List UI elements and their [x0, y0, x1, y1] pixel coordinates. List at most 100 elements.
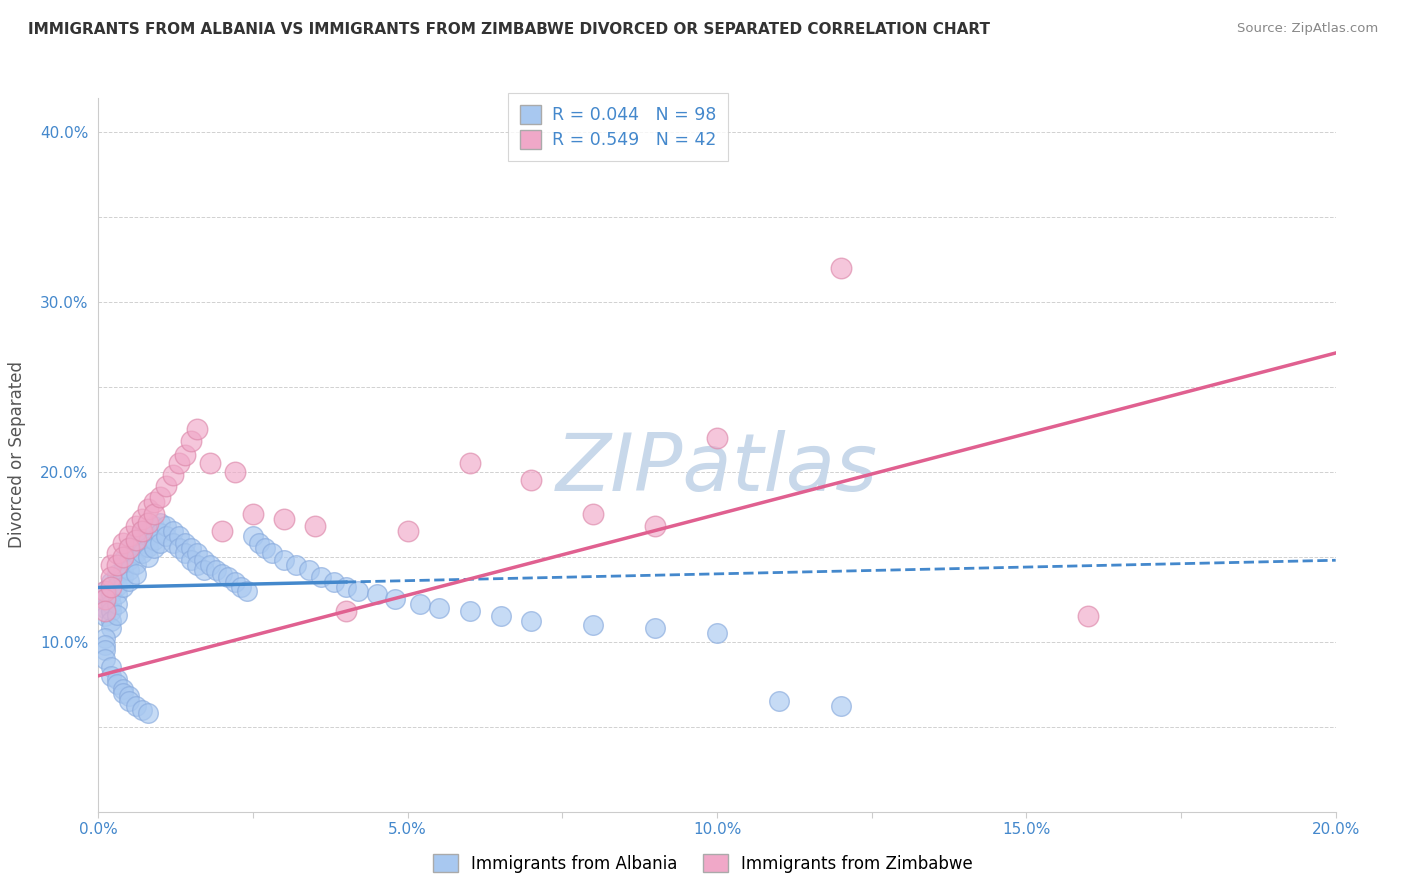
Point	[100, 575, 122, 590]
Point	[112, 686, 135, 700]
Point	[236, 583, 259, 598]
Point	[304, 519, 326, 533]
Point	[93, 583, 115, 598]
Point	[93, 600, 115, 615]
Point	[100, 660, 122, 674]
Point	[105, 579, 128, 593]
Legend: Immigrants from Albania, Immigrants from Zimbabwe: Immigrants from Albania, Immigrants from…	[426, 847, 980, 880]
Point	[93, 604, 115, 618]
Point	[100, 621, 122, 635]
Point	[162, 536, 184, 550]
Point	[112, 570, 135, 584]
Point	[254, 541, 277, 556]
Point	[100, 604, 122, 618]
Text: Source: ZipAtlas.com: Source: ZipAtlas.com	[1237, 22, 1378, 36]
Point	[131, 536, 153, 550]
Point	[309, 570, 332, 584]
Legend: R = 0.044   N = 98, R = 0.549   N = 42: R = 0.044 N = 98, R = 0.549 N = 42	[508, 93, 728, 161]
Point	[260, 546, 283, 560]
Point	[273, 553, 295, 567]
Point	[124, 546, 146, 560]
Point	[211, 524, 233, 539]
Point	[105, 558, 128, 573]
Point	[149, 491, 172, 505]
Point	[198, 457, 221, 471]
Point	[335, 604, 357, 618]
Point	[118, 529, 141, 543]
Point	[100, 581, 122, 595]
Point	[180, 553, 202, 567]
Point	[322, 575, 344, 590]
Point	[706, 431, 728, 445]
Point	[93, 609, 115, 624]
Point	[167, 541, 190, 556]
Point	[131, 524, 153, 539]
Point	[384, 592, 406, 607]
Point	[112, 564, 135, 578]
Point	[174, 448, 197, 462]
Point	[118, 689, 141, 703]
Point	[1077, 609, 1099, 624]
Point	[112, 553, 135, 567]
Point	[105, 672, 128, 686]
Point	[100, 558, 122, 573]
Point	[396, 524, 419, 539]
Y-axis label: Divorced or Separated: Divorced or Separated	[8, 361, 27, 549]
Point	[193, 564, 215, 578]
Point	[149, 536, 172, 550]
Point	[136, 529, 159, 543]
Point	[768, 694, 790, 708]
Point	[100, 669, 122, 683]
Point	[644, 519, 666, 533]
Point	[247, 536, 270, 550]
Text: IMMIGRANTS FROM ALBANIA VS IMMIGRANTS FROM ZIMBABWE DIVORCED OR SEPARATED CORREL: IMMIGRANTS FROM ALBANIA VS IMMIGRANTS FR…	[28, 22, 990, 37]
Point	[830, 260, 852, 275]
Point	[217, 570, 239, 584]
Point	[93, 592, 115, 607]
Point	[180, 541, 202, 556]
Point	[644, 621, 666, 635]
Point	[118, 553, 141, 567]
Point	[105, 607, 128, 622]
Point	[211, 566, 233, 581]
Point	[118, 564, 141, 578]
Point	[174, 536, 197, 550]
Point	[112, 581, 135, 595]
Point	[143, 541, 166, 556]
Point	[162, 524, 184, 539]
Point	[131, 703, 153, 717]
Point	[105, 546, 128, 560]
Point	[112, 682, 135, 697]
Point	[298, 564, 321, 578]
Point	[229, 581, 252, 595]
Point	[167, 457, 190, 471]
Point	[458, 604, 481, 618]
Point	[489, 609, 512, 624]
Point	[155, 519, 177, 533]
Point	[93, 652, 115, 666]
Point	[186, 558, 208, 573]
Point	[105, 587, 128, 601]
Point	[143, 495, 166, 509]
Point	[830, 699, 852, 714]
Point	[93, 632, 115, 646]
Point	[427, 600, 450, 615]
Point	[520, 474, 543, 488]
Point	[131, 546, 153, 560]
Point	[93, 638, 115, 652]
Point	[409, 598, 432, 612]
Point	[118, 574, 141, 588]
Text: ZIPatlas: ZIPatlas	[555, 430, 879, 508]
Point	[706, 626, 728, 640]
Point	[242, 529, 264, 543]
Point	[105, 566, 128, 581]
Point	[155, 478, 177, 492]
Point	[366, 587, 388, 601]
Point	[143, 508, 166, 522]
Point	[105, 677, 128, 691]
Point	[193, 553, 215, 567]
Point	[124, 566, 146, 581]
Point	[124, 533, 146, 547]
Point	[136, 549, 159, 564]
Point	[124, 519, 146, 533]
